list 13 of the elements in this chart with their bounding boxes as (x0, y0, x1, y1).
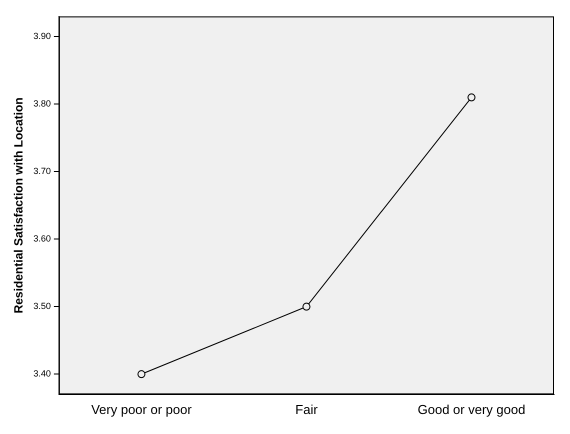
y-tick-label: 3.50 (33, 301, 51, 312)
y-tick-label: 3.70 (33, 166, 51, 176)
point (302, 302, 310, 311)
y-tick-label: 3.90 (33, 31, 51, 42)
y-axis-title: Residential Satisfaction with Location (12, 97, 26, 314)
point (467, 93, 476, 102)
y-tick-label: 3.60 (33, 234, 51, 244)
y-tick-label: 3.40 (33, 368, 51, 379)
x-tick-label: Fair (295, 402, 318, 417)
point (137, 370, 146, 378)
y-tick-label: 3.80 (33, 98, 51, 109)
x-tick-label: Very poor or poor (91, 402, 192, 417)
x-tick-label: Good or very good (418, 402, 526, 417)
